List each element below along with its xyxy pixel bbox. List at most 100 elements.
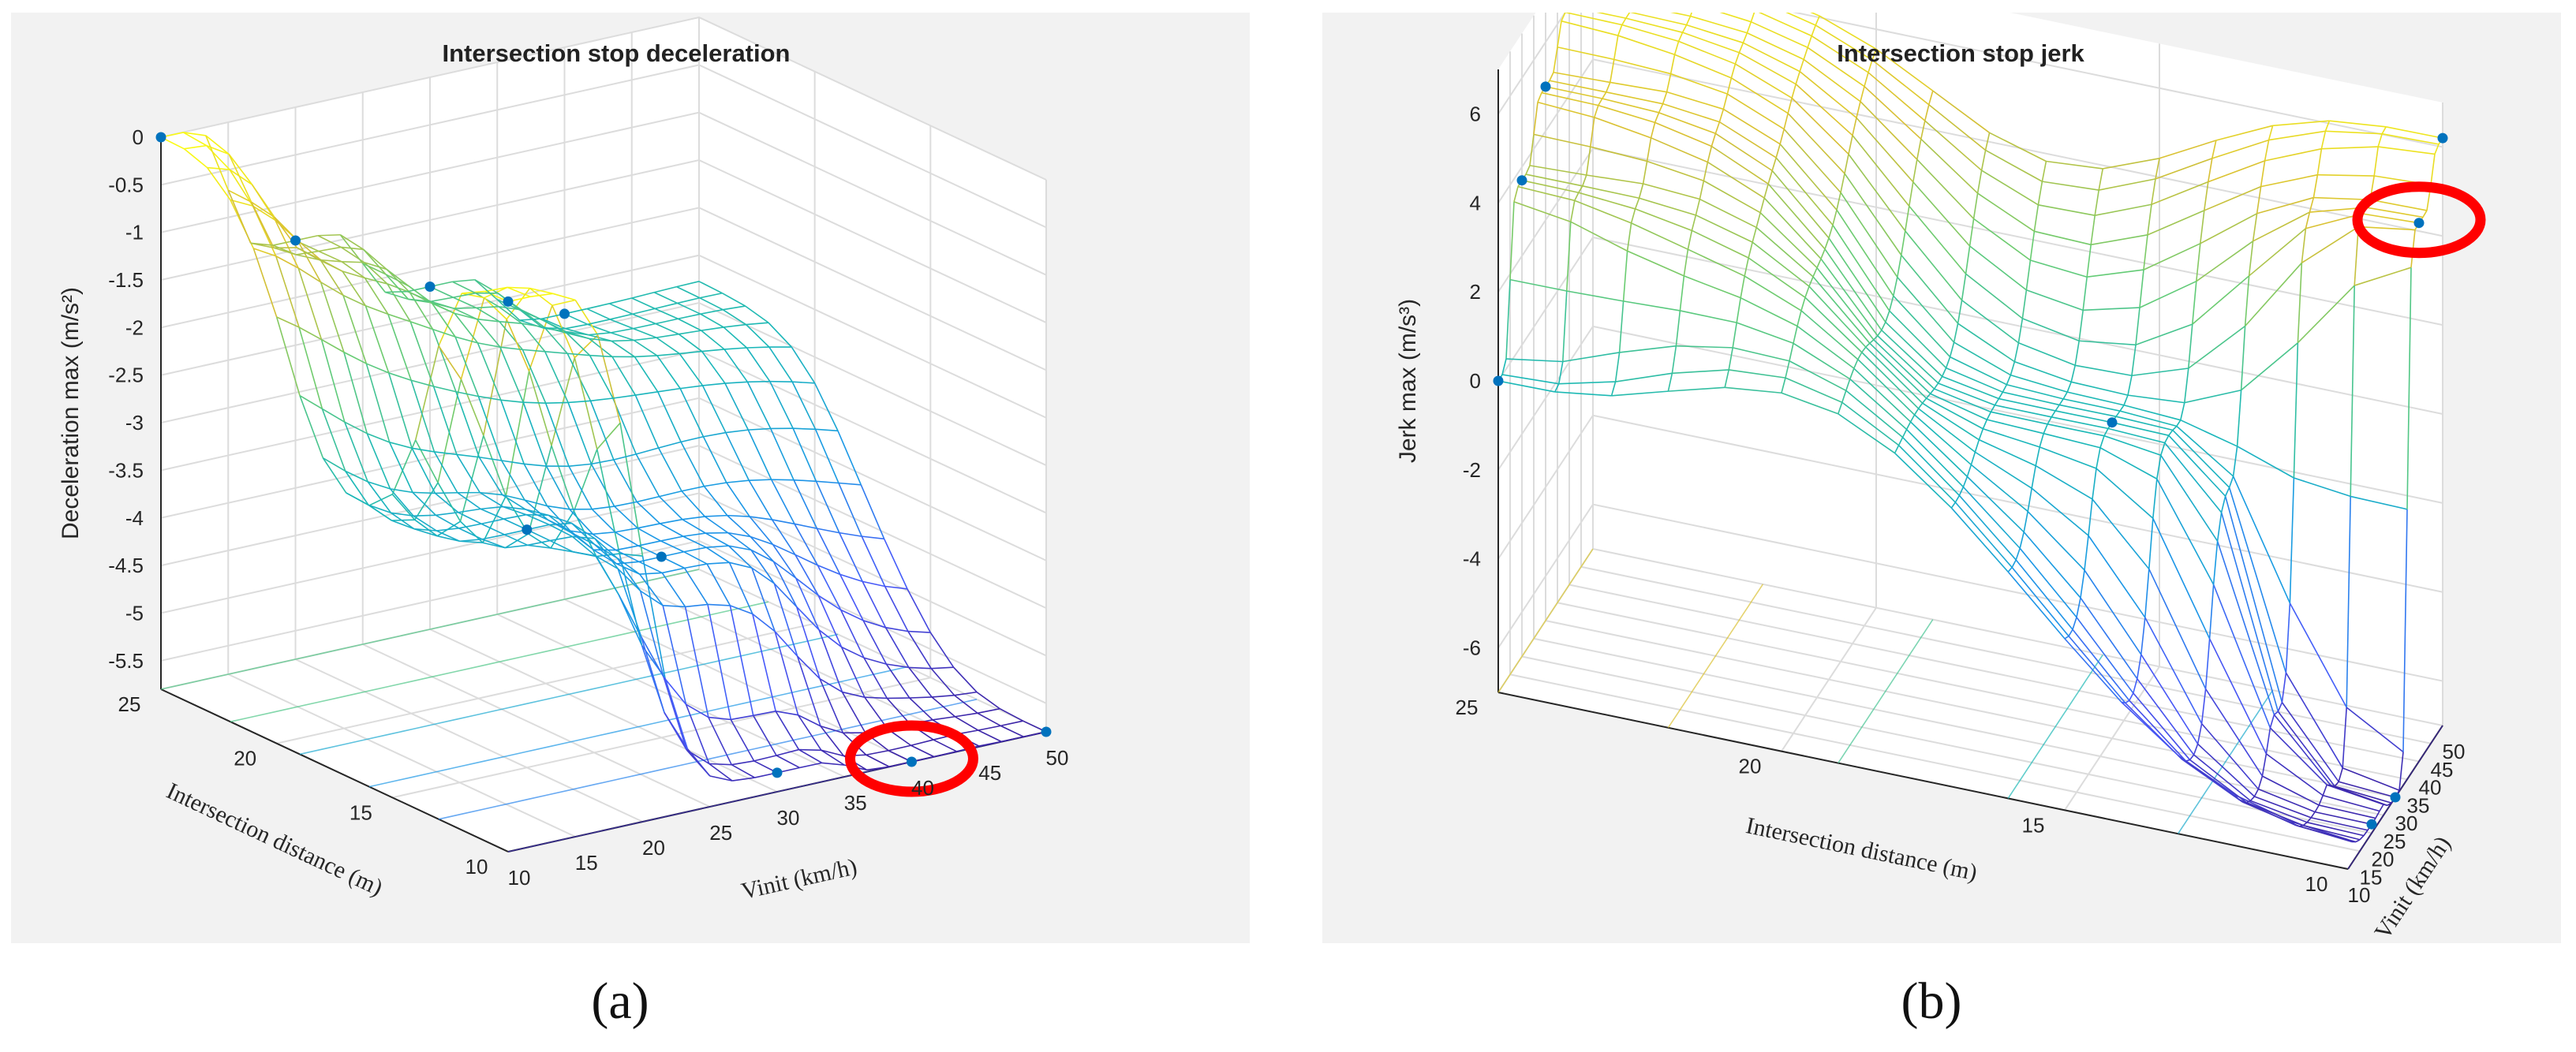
surface-mesh-line (931, 696, 956, 718)
surface-mesh-line (746, 346, 769, 349)
surface-mesh-line (522, 349, 545, 353)
surface-mesh-line (1962, 476, 1968, 487)
surface-mesh-line (552, 293, 576, 301)
surface-mesh-line (1666, 91, 1724, 110)
surface-mesh-line (1804, 285, 1810, 298)
surface-mesh-line (2334, 785, 2392, 804)
surface-mesh-line (1865, 346, 1924, 404)
surface-mesh-line (502, 494, 525, 501)
surface-mesh-line (1932, 90, 1991, 133)
surface-mesh-line (322, 457, 347, 494)
surface-mesh-line (2027, 510, 2085, 571)
surface-mesh-line (2294, 824, 2300, 827)
surface-mesh-line (570, 532, 594, 550)
surface-mesh-line (2182, 759, 2186, 762)
surface-mesh-line (727, 532, 752, 551)
surface-mesh-line (2298, 826, 2357, 843)
surface-mesh-line (753, 714, 777, 756)
surface-mesh-line (2123, 394, 2129, 406)
surface-mesh-line (1763, 183, 1769, 199)
surface-mesh-line (507, 286, 531, 297)
surface-mesh-line (795, 577, 820, 631)
surface-mesh-line (298, 326, 322, 341)
surface-mesh-line (436, 530, 460, 542)
surface-mesh-line (799, 762, 823, 769)
surface-mesh-line (1611, 390, 1669, 397)
surface-mesh-line (639, 591, 664, 677)
surface-mesh-line (1995, 404, 2052, 418)
surface-mesh-line (2220, 512, 2279, 712)
surface-mesh-line (774, 631, 798, 657)
surface-mesh-line (2306, 817, 2312, 823)
surface-mesh-line (1685, 16, 1692, 25)
surface-mesh-line (544, 351, 569, 403)
surface-mesh-line (1803, 47, 1808, 60)
surface-mesh-line (412, 491, 436, 494)
surface-mesh-line (2268, 125, 2274, 140)
surface-mesh-line (1791, 84, 1796, 99)
surface-mesh-line (703, 486, 728, 517)
surface-mesh-line (2383, 804, 2388, 807)
surface-mesh-line (2268, 130, 2326, 141)
surface-mesh-line (676, 285, 701, 299)
surface-mesh-line (931, 666, 954, 670)
surface-mesh-line (771, 479, 794, 481)
surface-mesh-line (2006, 383, 2064, 400)
surface-mesh-line (1736, 322, 1794, 345)
surface-mesh-line (1703, 180, 1761, 214)
surface-mesh-line (862, 581, 887, 629)
surface-mesh-line (1796, 325, 1855, 369)
surface-mesh-line (2212, 584, 2271, 729)
surface-mesh-line (1696, 215, 1753, 243)
surface-mesh-line (2317, 173, 2375, 177)
surface-mesh-line (498, 306, 522, 311)
surface-mesh-line (819, 678, 844, 733)
surface-mesh-line (1759, 197, 1765, 213)
data-point (1493, 375, 1504, 386)
surface-mesh-line (2301, 228, 2307, 263)
surface-mesh-line (2244, 275, 2250, 326)
surface-mesh-line (1871, 48, 1877, 61)
surface-mesh-line (1857, 359, 1916, 416)
z-gridline (1497, 503, 2443, 682)
surface-mesh-line (640, 636, 664, 677)
surface-mesh-line (703, 431, 727, 438)
surface-mesh-line (413, 515, 437, 532)
surface-mesh-line (1654, 121, 1712, 147)
surface-mesh-line (2208, 584, 2215, 639)
surface-mesh-line (434, 492, 459, 513)
surface-mesh-line (384, 291, 409, 300)
surface-mesh-line (1647, 160, 1704, 182)
surface-mesh-line (862, 620, 888, 665)
surface-mesh-line (2402, 509, 2408, 752)
surface-mesh-line (750, 549, 775, 584)
surface-mesh-line (1638, 183, 1644, 199)
surface-mesh-line (746, 322, 769, 326)
surface-mesh-line (1893, 295, 1951, 358)
surface-mesh-line (1841, 401, 1900, 446)
surface-mesh-line (321, 408, 346, 472)
surface-mesh-line (1795, 71, 1800, 84)
surface-mesh-line (1707, 146, 1713, 162)
surface-mesh-line (460, 379, 484, 436)
surface-mesh-line (2031, 487, 2089, 536)
surface-mesh-line (2043, 432, 2101, 449)
surface-mesh-line (910, 744, 935, 758)
surface-mesh-line (655, 323, 679, 335)
surface-mesh-line (1893, 277, 1898, 297)
surface-mesh-line (863, 657, 888, 699)
surface-mesh-line (544, 402, 570, 467)
surface-mesh-line (438, 345, 462, 380)
data-point (2107, 417, 2118, 428)
surface-mesh-line (2406, 267, 2412, 509)
surface-mesh-line (663, 676, 687, 705)
surface-mesh-line (2007, 566, 2013, 573)
surface-mesh-line (794, 554, 819, 596)
surface-mesh-line (732, 777, 755, 782)
surface-mesh-line (616, 563, 641, 575)
surface-mesh-line (746, 347, 771, 382)
surface-mesh-line (2021, 289, 2028, 319)
surface-mesh-line (1748, 241, 1753, 259)
surface-mesh-line (678, 313, 701, 320)
surface-mesh-line (821, 762, 845, 766)
